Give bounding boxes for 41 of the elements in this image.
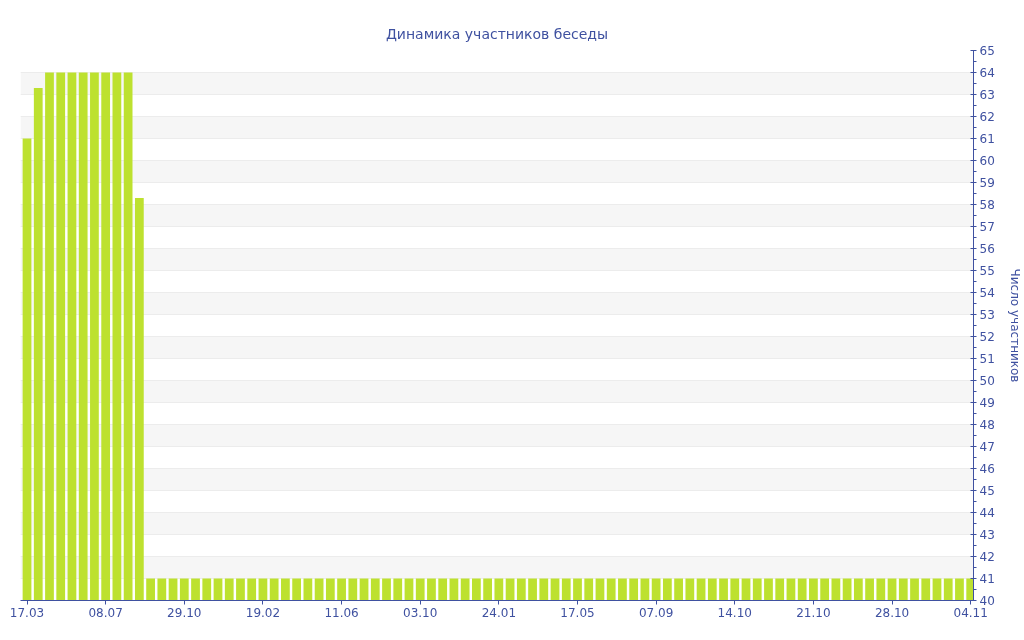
y-tick-label: 48 — [979, 418, 995, 432]
y-axis-title: Число участников — [1007, 268, 1022, 383]
y-tick-label: 42 — [979, 550, 995, 564]
x-tick-label: 28.10 — [874, 605, 910, 620]
y-tick-label: 40 — [979, 594, 995, 608]
x-tick-label: 24.01 — [481, 605, 517, 620]
y-tick-label: 47 — [979, 440, 995, 454]
x-tick-label: 21.10 — [796, 605, 831, 620]
x-tick-label: 17.05 — [560, 605, 595, 620]
y-tick-label: 56 — [979, 242, 995, 256]
x-tick-label: 07.09 — [638, 605, 674, 620]
y-tick-label: 44 — [979, 506, 995, 520]
y-tick-label: 49 — [979, 396, 995, 410]
x-tick-label: 19.02 — [245, 605, 281, 620]
y-tick-label: 59 — [979, 176, 995, 190]
y-tick-label: 43 — [979, 528, 995, 542]
y-tick-label: 62 — [979, 110, 995, 124]
x-tick-label: 29.10 — [167, 605, 202, 620]
y-tick-label: 54 — [979, 286, 995, 300]
y-tick-label: 63 — [979, 88, 995, 102]
y-tick-label: 45 — [979, 484, 995, 498]
x-tick-label: 03.10 — [403, 605, 438, 620]
y-tick-label: 50 — [979, 374, 995, 388]
y-tick-label: 52 — [979, 330, 995, 344]
x-tick-label: 08.07 — [88, 605, 123, 620]
y-tick-label: 55 — [979, 264, 995, 278]
y-tick-label: 65 — [979, 44, 995, 58]
y-tick-label: 57 — [979, 220, 995, 234]
y-tick-label: 61 — [979, 132, 995, 146]
y-tick-label: 41 — [979, 572, 995, 586]
y-tick-label: 51 — [979, 352, 995, 366]
y-tick-label: 58 — [979, 198, 995, 212]
y-tick-label: 53 — [979, 308, 995, 322]
x-tick-label: 04.11 — [953, 605, 988, 620]
chart-title: Динамика участников беседы — [385, 25, 609, 42]
x-tick-label: 17.03 — [9, 605, 45, 620]
y-tick-label: 46 — [979, 462, 995, 476]
y-tick-label: 60 — [979, 154, 995, 168]
y-tick-label: 64 — [979, 66, 995, 80]
x-tick-label: 14.10 — [717, 605, 752, 620]
x-tick-label: 11.06 — [324, 605, 359, 620]
